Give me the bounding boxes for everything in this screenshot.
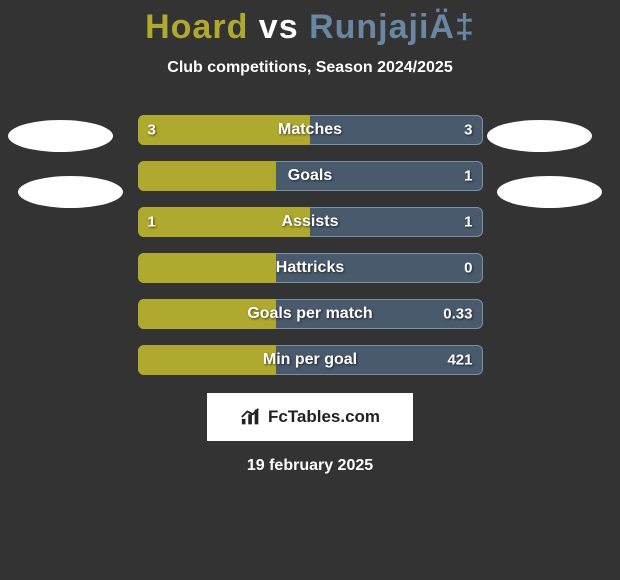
player2-name: RunjajiÄ‡ [309,8,475,46]
logo-text: FcTables.com [268,407,380,427]
stat-row: Goals 1 [138,161,483,191]
stat-label: Hattricks [276,259,344,277]
vs-text: vs [259,8,299,46]
stat-right-value: 0 [464,260,472,277]
stat-right-value: 0.33 [443,306,472,323]
player1-name: Hoard [145,8,248,46]
stat-right-value: 3 [464,122,472,139]
stat-right-value: 1 [464,168,472,185]
stat-row: Min per goal 421 [138,345,483,375]
bar-fill [138,161,276,191]
date: 19 february 2025 [0,457,620,475]
stat-right-value: 421 [447,352,472,369]
stat-label: Goals per match [247,305,372,323]
stat-row: Assists 1 1 [138,207,483,237]
stat-row: Goals per match 0.33 [138,299,483,329]
comparison-title: Hoard vs RunjajiÄ‡ [0,0,620,47]
bar-fill [138,253,276,283]
stat-label: Assists [282,213,339,231]
stat-label: Goals [288,167,332,185]
stats-bars: Matches 3 3 Goals 1 Assists 1 1 Hattricks 0 Goals … [0,115,620,375]
stat-label: Matches [278,121,342,139]
stat-right-value: 1 [464,214,472,231]
stat-label: Min per goal [263,351,357,369]
bar-fill [138,345,276,375]
chart-icon [240,407,262,427]
stat-row: Hattricks 0 [138,253,483,283]
subtitle: Club competitions, Season 2024/2025 [0,59,620,77]
fctables-logo[interactable]: FcTables.com [207,393,413,441]
stat-left-value: 3 [148,122,156,139]
stat-row: Matches 3 3 [138,115,483,145]
stat-left-value: 1 [148,214,156,231]
